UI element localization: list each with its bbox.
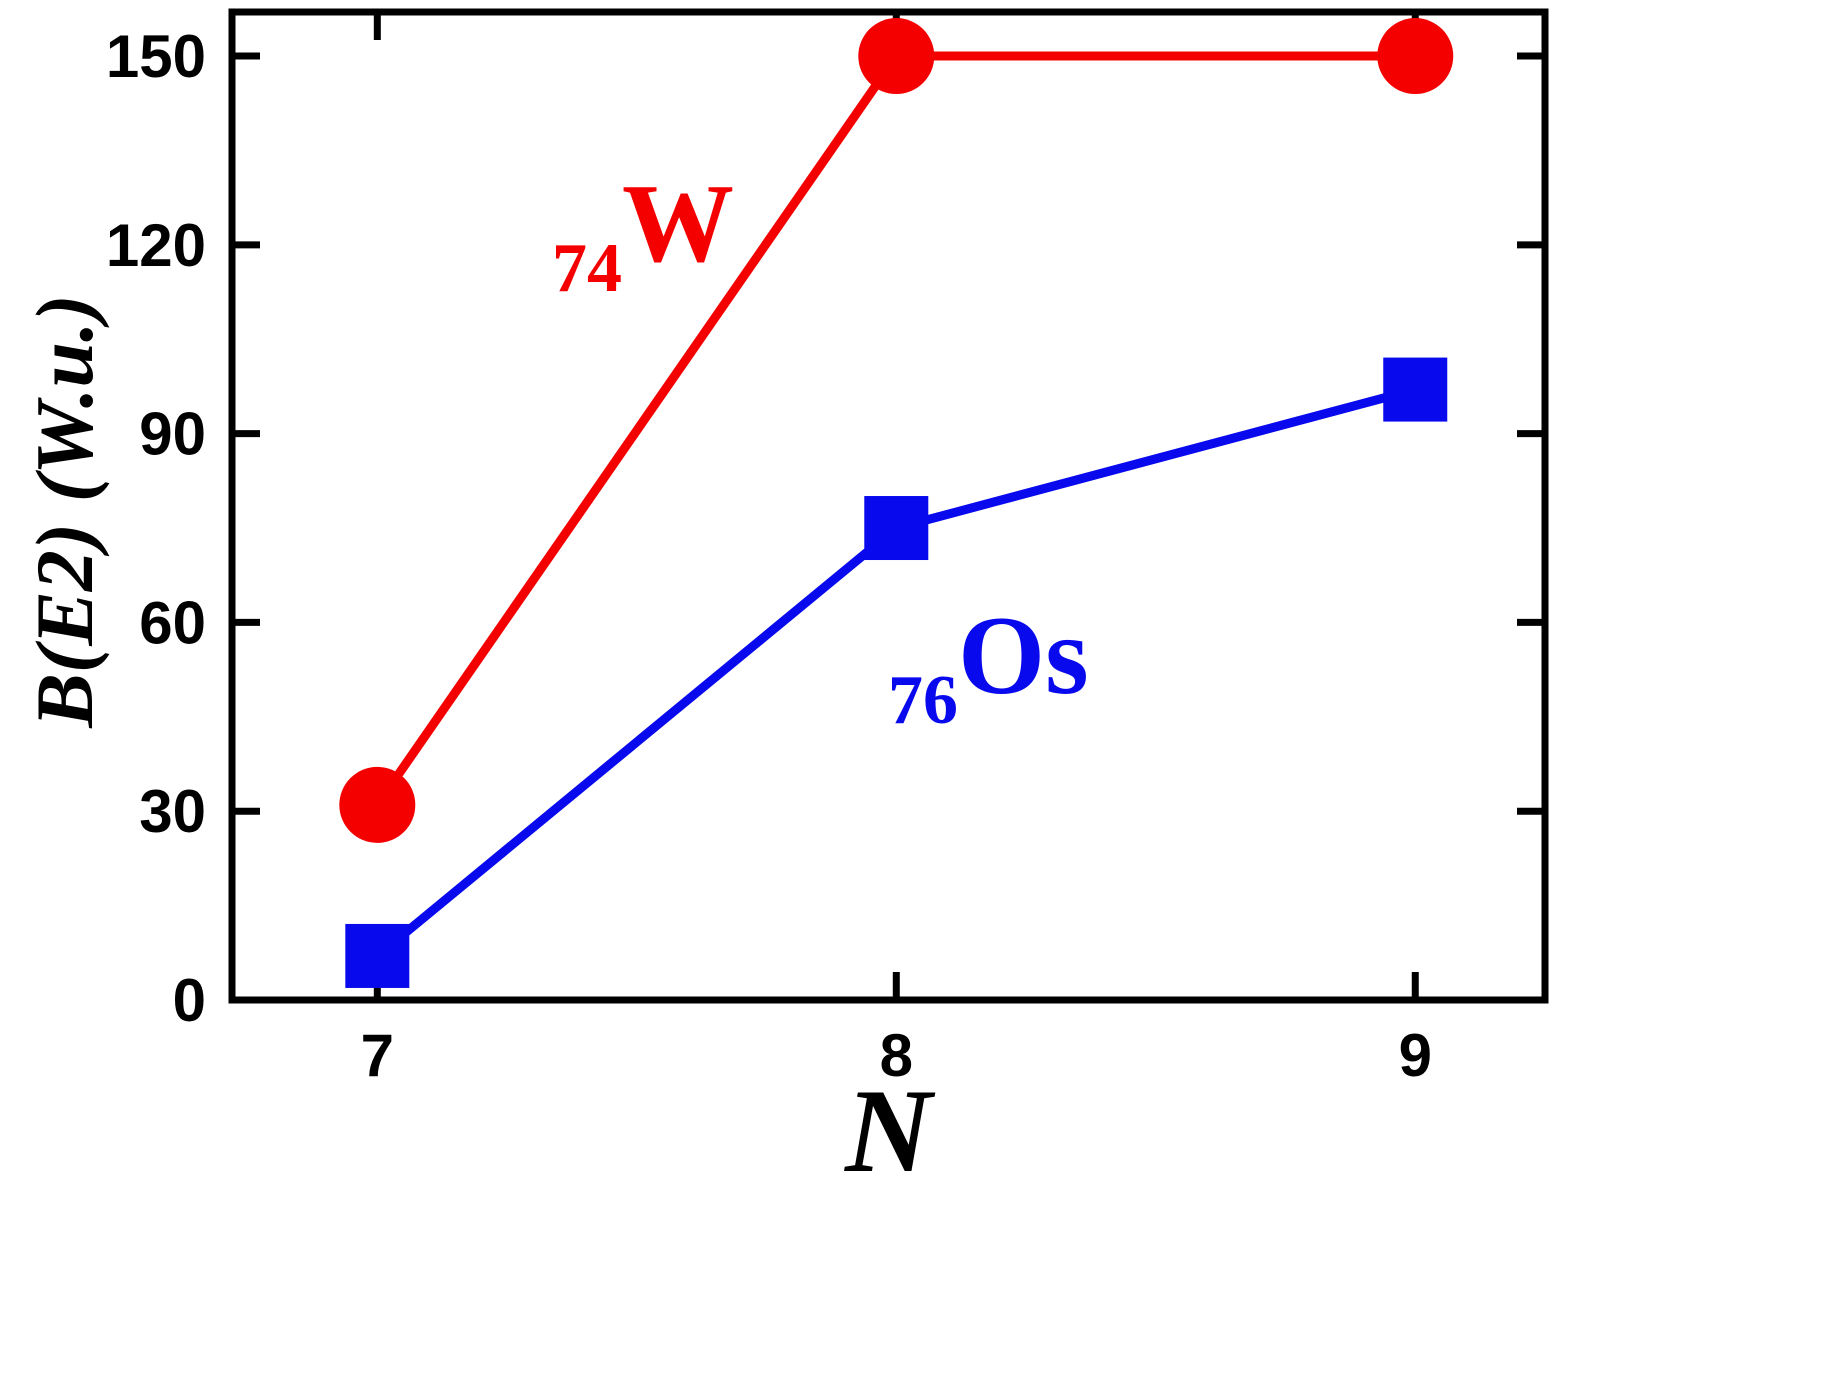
x-axis-label-text: N xyxy=(845,1064,932,1197)
series-label-76Os-subscript: 76 xyxy=(888,662,958,739)
y-axis-label: B(E2) (W.u.) xyxy=(9,151,121,871)
series-label-74W-symbol: W xyxy=(622,162,734,286)
y-tick-label: 90 xyxy=(139,401,206,468)
marker-74W-N9 xyxy=(1377,18,1454,95)
marker-76Os-N8 xyxy=(864,496,929,561)
marker-74W-N8 xyxy=(858,18,935,95)
series-label-74W-subscript: 74 xyxy=(552,230,622,307)
series-label-76Os: 76Os xyxy=(888,592,1089,741)
marker-76Os-N9 xyxy=(1383,357,1448,422)
x-tick-label: 8 xyxy=(880,1022,913,1089)
x-tick-label: 7 xyxy=(361,1022,394,1089)
y-tick-label: 120 xyxy=(106,212,206,279)
x-tick-label: 9 xyxy=(1399,1022,1432,1089)
y-tick-label: 60 xyxy=(139,589,206,656)
series-label-76Os-symbol: Os xyxy=(958,594,1089,718)
y-tick-label: 150 xyxy=(106,23,206,90)
plot-frame xyxy=(228,8,1549,1004)
y-tick-label: 30 xyxy=(139,778,206,845)
marker-76Os-N7 xyxy=(345,923,410,988)
series-label-74W: 74W xyxy=(552,160,734,309)
x-axis-label: N xyxy=(232,1062,1545,1200)
y-tick-label: 0 xyxy=(173,967,206,1034)
y-axis-label-text: B(E2) (W.u.) xyxy=(19,294,110,728)
marker-74W-N7 xyxy=(339,766,416,843)
